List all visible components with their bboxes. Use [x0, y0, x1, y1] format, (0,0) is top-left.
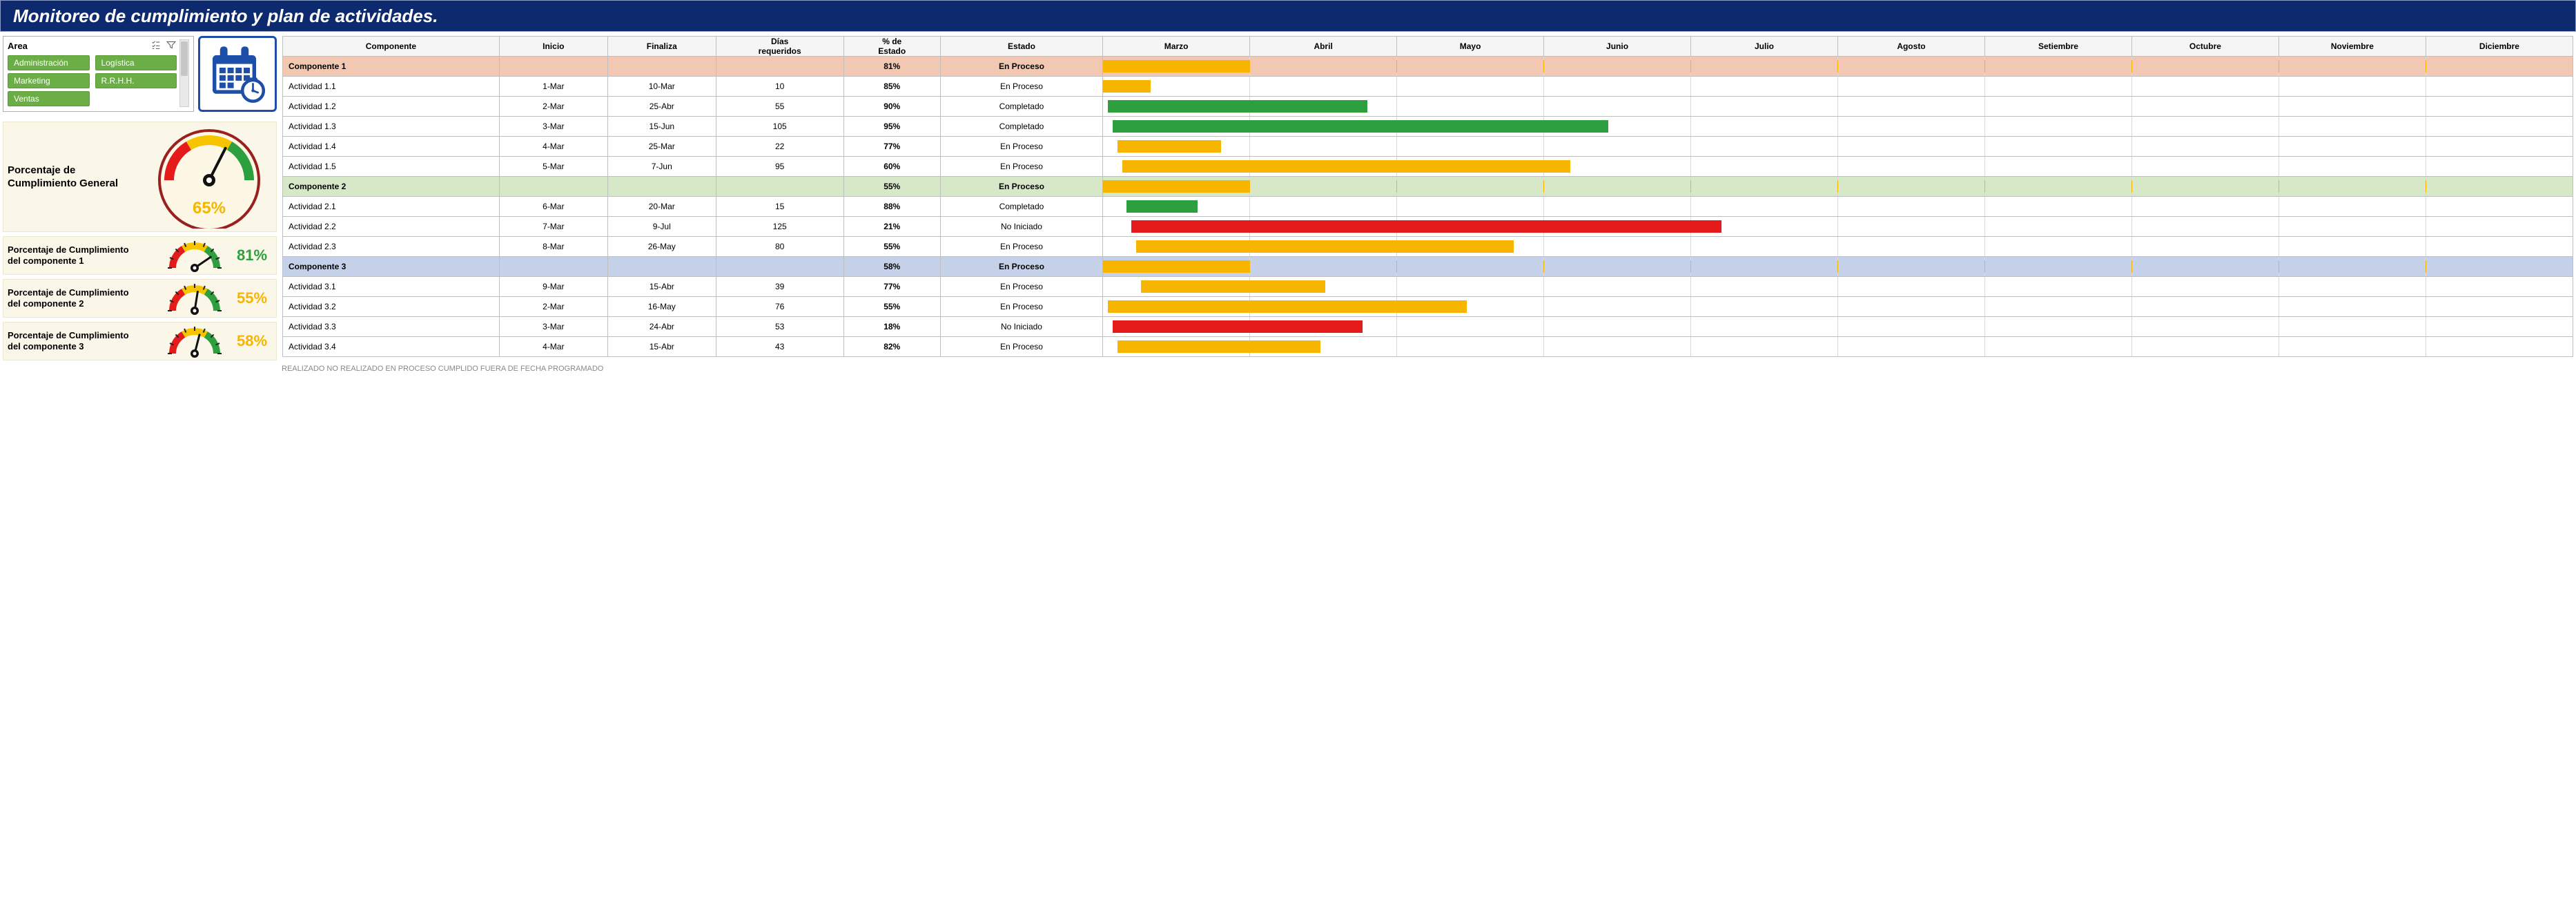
gantt-body: Componente 181%En ProcesoActividad 1.11-…: [283, 57, 2573, 357]
slicer-option[interactable]: Logística: [95, 55, 177, 70]
kpi-component-value: 81%: [237, 247, 267, 264]
left-top-row: Area Administración Logística Marketing R.R…: [3, 36, 277, 112]
activity-row: Actividad 1.33-Mar15-Jun10595%Completado: [283, 117, 2573, 137]
gantt-bar: [1118, 140, 1221, 153]
row-name: Actividad 1.5: [283, 157, 500, 177]
table-header: Abril: [1250, 37, 1397, 57]
page-title: Monitoreo de cumplimiento y plan de acti…: [13, 6, 438, 27]
kpi-general-card: Porcentaje de Cumplimiento General 65%: [3, 122, 277, 232]
row-name: Actividad 1.4: [283, 137, 500, 157]
activity-row: Actividad 1.44-Mar25-Mar2277%En Proceso: [283, 137, 2573, 157]
kpi-component-card: Porcentaje de Cumplimientodel componente…: [3, 236, 277, 275]
kpi-component-card: Porcentaje de Cumplimientodel componente…: [3, 279, 277, 318]
row-name: Actividad 2.2: [283, 217, 500, 237]
activity-row: Actividad 1.55-Mar7-Jun9560%En Proceso: [283, 157, 2573, 177]
table-header: Díasrequeridos: [716, 37, 843, 57]
calendar-icon-card: [198, 36, 277, 112]
row-name: Actividad 3.2: [283, 297, 500, 317]
activity-row: Actividad 3.22-Mar16-May7655%En Proceso: [283, 297, 2573, 317]
row-name: Componente 1: [283, 57, 500, 77]
kpi-component-gauge: [157, 323, 233, 359]
kpi-component-gauge: [157, 238, 233, 273]
kpi-component-label: Porcentaje de Cumplimientodel componente…: [8, 244, 153, 267]
gantt-bar: [1126, 200, 1198, 213]
clear-filter-icon[interactable]: [166, 39, 177, 52]
slicer-options: Administración Logística Marketing R.R.H.H.…: [8, 55, 177, 106]
activity-row: Actividad 2.27-Mar9-Jul12521%No Iniciado: [283, 217, 2573, 237]
table-header: Agosto: [1838, 37, 1985, 57]
kpi-components-list: Porcentaje de Cumplimientodel componente…: [3, 236, 277, 360]
activity-row: Actividad 3.44-Mar15-Abr4382%En Proceso: [283, 337, 2573, 357]
gantt-header-row: ComponenteInicioFinalizaDíasrequeridos% …: [283, 37, 2573, 57]
main-layout: Area Administración Logística Marketing R.R…: [0, 32, 2576, 362]
component-row: Componente 255%En Proceso: [283, 177, 2573, 197]
table-header: Junio: [1544, 37, 1691, 57]
table-header: Setiembre: [1984, 37, 2131, 57]
kpi-component-card: Porcentaje de Cumplimientodel componente…: [3, 322, 277, 360]
table-header: Estado: [940, 37, 1102, 57]
row-name: Actividad 2.1: [283, 197, 500, 217]
row-name: Actividad 3.3: [283, 317, 500, 337]
slicer-option[interactable]: R.R.H.H.: [95, 73, 177, 88]
activity-row: Actividad 2.38-Mar26-May8055%En Proceso: [283, 237, 2573, 257]
activity-row: Actividad 1.11-Mar10-Mar1085%En Proceso: [283, 77, 2573, 97]
scrollbar-thumb[interactable]: [181, 41, 188, 76]
multiselect-icon[interactable]: [150, 39, 162, 52]
table-header: Octubre: [2131, 37, 2279, 57]
table-header: Marzo: [1103, 37, 1250, 57]
svg-text:65%: 65%: [193, 199, 226, 218]
row-name: Actividad 2.3: [283, 237, 500, 257]
table-header: Diciembre: [2426, 37, 2573, 57]
slicer-scrollbar[interactable]: [179, 39, 189, 107]
title-bar: Monitoreo de cumplimiento y plan de acti…: [0, 0, 2576, 32]
activity-row: Actividad 1.22-Mar25-Abr5590%Completado: [283, 97, 2573, 117]
row-name: Componente 3: [283, 257, 500, 277]
activity-row: Actividad 2.16-Mar20-Mar1588%Completado: [283, 197, 2573, 217]
component-row: Componente 358%En Proceso: [283, 257, 2573, 277]
table-header: Mayo: [1397, 37, 1544, 57]
slicer-header: Area: [8, 39, 177, 52]
table-header: Inicio: [499, 37, 607, 57]
right-column: ComponenteInicioFinalizaDíasrequeridos% …: [282, 36, 2573, 360]
activity-row: Actividad 3.33-Mar24-Abr5318%No Iniciado: [283, 317, 2573, 337]
table-header: Componente: [283, 37, 500, 57]
kpi-component-gauge: [157, 280, 233, 316]
table-header: Julio: [1691, 37, 1838, 57]
gantt-bar: [1103, 80, 1150, 93]
row-name: Actividad 1.3: [283, 117, 500, 137]
table-header: % deEstado: [843, 37, 940, 57]
table-header: Noviembre: [2279, 37, 2426, 57]
component-row: Componente 181%En Proceso: [283, 57, 2573, 77]
left-column: Area Administración Logística Marketing R.R…: [3, 36, 277, 360]
kpi-component-value: 58%: [237, 332, 267, 350]
area-slicer[interactable]: Area Administración Logística Marketing R.R…: [3, 36, 194, 112]
kpi-component-value: 55%: [237, 289, 267, 307]
slicer-option[interactable]: Administración: [8, 55, 90, 70]
kpi-component-label: Porcentaje de Cumplimientodel componente…: [8, 287, 153, 310]
gantt-table: ComponenteInicioFinalizaDíasrequeridos% …: [282, 36, 2573, 357]
row-name: Componente 2: [283, 177, 500, 197]
activity-row: Actividad 3.19-Mar15-Abr3977%En Proceso: [283, 277, 2573, 297]
kpi-component-label: Porcentaje de Cumplimientodel componente…: [8, 330, 153, 353]
kpi-general-gauge: 65%: [150, 125, 268, 229]
row-name: Actividad 3.1: [283, 277, 500, 297]
row-name: Actividad 3.4: [283, 337, 500, 357]
row-name: Actividad 1.2: [283, 97, 500, 117]
slicer-option[interactable]: Ventas: [8, 91, 90, 106]
footer-legend: REALIZADO NO REALIZADO EN PROCESO CUMPLI…: [0, 362, 2576, 373]
slicer-option[interactable]: Marketing: [8, 73, 90, 88]
calendar-clock-icon: [206, 43, 269, 105]
slicer-title: Area: [8, 41, 28, 51]
row-name: Actividad 1.1: [283, 77, 500, 97]
table-header: Finaliza: [607, 37, 716, 57]
kpi-general-label: Porcentaje de Cumplimiento General: [8, 164, 145, 191]
